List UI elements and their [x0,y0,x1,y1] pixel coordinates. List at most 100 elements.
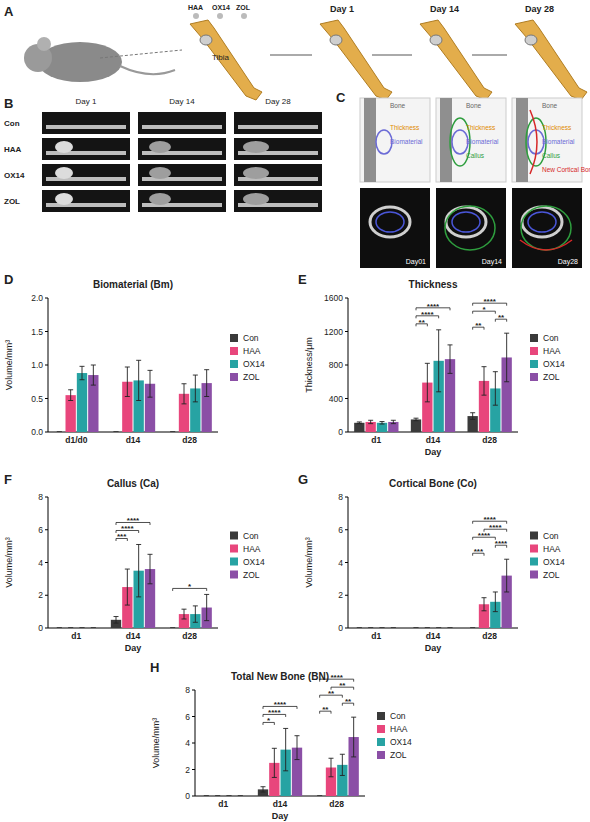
y-tick-label: 8 [38,492,43,502]
error-bar [136,360,141,400]
legend-label: Con [543,333,559,343]
bar [468,628,478,629]
biomaterial-outline [528,212,556,232]
y-tick-label: 6 [38,525,43,535]
y-tick [45,331,48,332]
error-bar [204,370,209,397]
significance-label: ** [475,321,482,330]
x-tick-label: d28 [329,799,344,809]
microct-image [138,138,226,160]
bar [315,796,325,797]
legend-swatch [530,571,538,579]
microct-section [512,188,582,268]
legend-label: OX14 [390,737,412,747]
bone-section [522,207,562,237]
legend-swatch [530,373,538,381]
x-tick-label: d1 [371,631,381,641]
plot-area [357,559,512,628]
y-tick [45,432,48,433]
microct-image [234,138,322,160]
microct-image [138,112,226,134]
y-tick [192,796,195,797]
schematic-label: Callus [466,152,485,159]
bar [224,796,234,797]
bar [388,628,398,629]
arrow [372,54,412,56]
microct-image [42,190,130,212]
plot-area [354,330,512,432]
error-bar [125,367,130,396]
y-axis-label: Thickness/μm [304,337,314,393]
y-tick-label: 8 [338,492,343,502]
y-tick [45,298,48,299]
biomaterial [525,35,537,45]
group-label: Con [4,119,20,128]
error-bar [351,717,356,757]
bar [434,628,444,629]
legend-label: ZOL [243,372,260,382]
legend-swatch [530,545,538,553]
significance-label: ** [328,689,335,698]
arrow [270,54,312,56]
significance-label: * [267,716,271,725]
x-axis-label: Day [125,643,142,653]
error-bar [193,375,198,402]
microct-image [234,112,322,134]
x-tick-label: d14 [426,631,441,641]
significance-label: * [482,305,486,314]
legend-label: ZOL [243,570,260,580]
y-tick-label: 2 [338,590,343,600]
cortical-bone [46,151,126,155]
y-tick [345,529,348,530]
tibia [190,20,262,100]
y-tick [45,628,48,629]
bar [445,628,455,629]
significance-label: **** [483,515,496,524]
y-tick [45,595,48,596]
day-label: Day 28 [265,97,291,106]
schematic-label: Bone [542,102,558,109]
callus-outline [521,206,571,250]
bone-band [364,98,376,182]
chart-title: Total New Bone (BN) [231,671,329,682]
y-tick-label: 8 [185,685,190,695]
x-tick-label: d14 [273,799,288,809]
tibia-label: Tibia [212,53,230,62]
y-tick [192,769,195,770]
y-tick [345,628,348,629]
error-bar [493,372,498,406]
bar [111,432,121,433]
bar [201,796,211,797]
cortical-outline [530,110,537,174]
day-label: Day 1 [330,4,354,14]
material-label: OX14 [212,4,230,11]
day-label: Day 1 [76,97,97,106]
chart-title: Cortical Bone (Co) [389,478,477,489]
error-bar [283,728,288,770]
error-bar [215,796,220,797]
error-bar [357,628,362,629]
biomaterial [200,35,212,45]
y-tick-label: 400 [329,394,343,404]
error-bar [57,628,62,629]
significance-label: **** [427,302,440,311]
legend-swatch [530,334,538,342]
y-axis-label: Volume/mm³ [4,340,14,391]
error-bar [448,628,453,629]
error-bar [380,422,385,425]
bar [77,373,87,432]
panel-label: E [298,272,307,287]
significance-label: **** [421,310,434,319]
biomaterial [149,167,171,179]
error-bar [170,432,175,433]
bar [377,628,387,629]
legend-swatch [230,571,238,579]
x-tick-label: d28 [182,435,197,445]
y-tick-label: 6 [338,525,343,535]
panel-label: B [4,96,13,111]
bar [354,423,364,432]
y-tick [45,562,48,563]
error-bar [317,796,322,797]
error-bar [448,345,453,373]
panel-label: D [4,272,13,287]
